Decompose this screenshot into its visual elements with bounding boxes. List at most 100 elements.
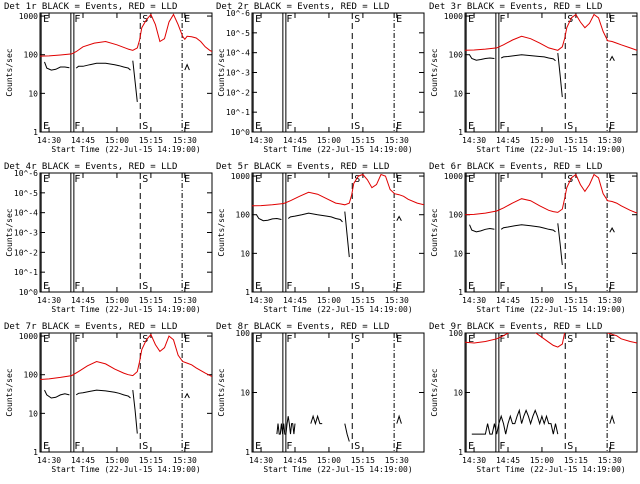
events-line bbox=[396, 215, 402, 221]
y-axis-label: Counts/sec bbox=[5, 208, 14, 256]
y-tick-label: 10^-2 bbox=[226, 88, 250, 97]
marker-label-bottom: E bbox=[609, 281, 615, 292]
events-line bbox=[310, 414, 323, 426]
y-tick-label: 1 bbox=[458, 288, 463, 297]
marker-label-bottom: E bbox=[396, 441, 402, 452]
x-tick-label: 14:30 bbox=[37, 136, 61, 145]
marker-label-top: E bbox=[609, 14, 615, 25]
events-line bbox=[500, 54, 556, 62]
marker-label-bottom: S bbox=[142, 441, 148, 452]
x-tick-label: 15:15 bbox=[564, 456, 588, 465]
y-axis-label: Counts/sec bbox=[217, 48, 226, 96]
marker-label-top: S bbox=[354, 174, 360, 185]
events-line bbox=[344, 211, 350, 258]
panel-title: Det 4r BLACK = Events, RED = LLD bbox=[4, 162, 177, 172]
x-tick-label: 14:45 bbox=[71, 296, 95, 305]
x-tick-label: 14:45 bbox=[496, 456, 520, 465]
panel-4: Det 4r BLACK = Events, RED = LLD Counts/s… bbox=[4, 162, 213, 314]
x-tick-label: 15:30 bbox=[598, 136, 622, 145]
marker-label-top: S bbox=[567, 334, 573, 345]
lld-line bbox=[252, 173, 424, 207]
marker-label-top: F bbox=[286, 334, 292, 345]
x-tick-label: 15:30 bbox=[173, 296, 197, 305]
marker-label-bottom: S bbox=[567, 441, 573, 452]
marker-label-bottom: E bbox=[43, 121, 49, 132]
marker-label-top: E bbox=[468, 334, 474, 345]
y-tick-label: 1 bbox=[458, 448, 463, 457]
events-line bbox=[469, 224, 495, 233]
marker-label-top: F bbox=[286, 14, 292, 25]
panel-title: Det 8r BLACK = Events, RED = LLD bbox=[216, 322, 389, 332]
x-tick-label: 14:45 bbox=[283, 136, 307, 145]
y-tick-label: 10 bbox=[453, 389, 463, 398]
x-axis-label: Start Time (22-Jul-15 14:19:00) bbox=[476, 145, 625, 154]
x-tick-label: 15:15 bbox=[351, 296, 375, 305]
marker-label-bottom: E bbox=[609, 441, 615, 452]
x-tick-label: 14:30 bbox=[249, 456, 273, 465]
marker-label-bottom: E bbox=[468, 121, 474, 132]
y-tick-label: 10^-5 bbox=[14, 189, 38, 198]
marker-label-top: E bbox=[255, 334, 261, 345]
marker-label-bottom: S bbox=[567, 121, 573, 132]
lld-line bbox=[465, 333, 637, 348]
plot-frame bbox=[464, 172, 638, 293]
events-line bbox=[609, 227, 615, 233]
y-axis-label: Counts/sec bbox=[217, 208, 226, 256]
marker-label-bottom: E bbox=[609, 121, 615, 132]
x-tick-label: 15:15 bbox=[139, 296, 163, 305]
marker-label-bottom: F bbox=[286, 441, 292, 452]
marker-label-bottom: E bbox=[255, 281, 261, 292]
marker-label-bottom: E bbox=[184, 121, 190, 132]
marker-label-top: F bbox=[74, 14, 80, 25]
marker-label-top: E bbox=[609, 174, 615, 185]
y-tick-label: 100 bbox=[449, 211, 464, 220]
marker-label-bottom: E bbox=[43, 281, 49, 292]
events-line bbox=[75, 389, 131, 399]
marker-label-bottom: F bbox=[74, 121, 80, 132]
marker-label-bottom: E bbox=[184, 281, 190, 292]
x-tick-label: 15:30 bbox=[385, 296, 409, 305]
x-tick-label: 15:15 bbox=[351, 456, 375, 465]
y-tick-label: 10^-3 bbox=[14, 229, 38, 238]
y-tick-label: 10 bbox=[240, 389, 250, 398]
events-line bbox=[256, 214, 282, 222]
marker-label-top: F bbox=[499, 14, 505, 25]
x-tick-label: 15:00 bbox=[105, 456, 129, 465]
x-axis-label: Start Time (22-Jul-15 14:19:00) bbox=[51, 305, 200, 314]
x-tick-label: 15:15 bbox=[564, 136, 588, 145]
marker-label-top: F bbox=[74, 174, 80, 185]
y-tick-label: 1000 bbox=[444, 12, 463, 21]
plot-frame bbox=[39, 172, 213, 293]
x-tick-label: 15:00 bbox=[317, 456, 341, 465]
plot-frame bbox=[251, 332, 425, 453]
y-tick-label: 100 bbox=[449, 51, 464, 60]
x-axis-label: Start Time (22-Jul-15 14:19:00) bbox=[51, 465, 200, 474]
y-tick-label: 10^-4 bbox=[226, 49, 250, 58]
events-line bbox=[184, 63, 190, 71]
marker-label-top: S bbox=[142, 334, 148, 345]
y-tick-label: 10 bbox=[28, 89, 38, 98]
panel-5: Det 5r BLACK = Events, RED = LLD Counts/s… bbox=[216, 162, 425, 314]
y-axis-label: Counts/sec bbox=[5, 48, 14, 96]
x-tick-label: 14:45 bbox=[496, 296, 520, 305]
marker-label-top: F bbox=[286, 174, 292, 185]
y-tick-label: 100 bbox=[236, 211, 251, 220]
marker-label-bottom: E bbox=[396, 281, 402, 292]
y-tick-label: 10^-6 bbox=[226, 9, 250, 18]
marker-label-bottom: E bbox=[396, 121, 402, 132]
y-axis-label: Counts/sec bbox=[5, 368, 14, 416]
x-tick-label: 15:00 bbox=[105, 296, 129, 305]
y-tick-label: 100 bbox=[24, 51, 39, 60]
marker-label-bottom: E bbox=[468, 281, 474, 292]
panel-title: Det 1r BLACK = Events, RED = LLD bbox=[4, 2, 177, 12]
y-tick-label: 10 bbox=[453, 89, 463, 98]
marker-label-top: S bbox=[142, 174, 148, 185]
y-tick-label: 10^0 bbox=[231, 128, 250, 137]
marker-label-top: E bbox=[43, 174, 49, 185]
y-tick-label: 1 bbox=[458, 128, 463, 137]
panel-title: Det 6r BLACK = Events, RED = LLD bbox=[429, 162, 602, 172]
plot-frame bbox=[39, 12, 213, 133]
marker-label-top: E bbox=[396, 174, 402, 185]
x-axis-label: Start Time (22-Jul-15 14:19:00) bbox=[263, 465, 412, 474]
